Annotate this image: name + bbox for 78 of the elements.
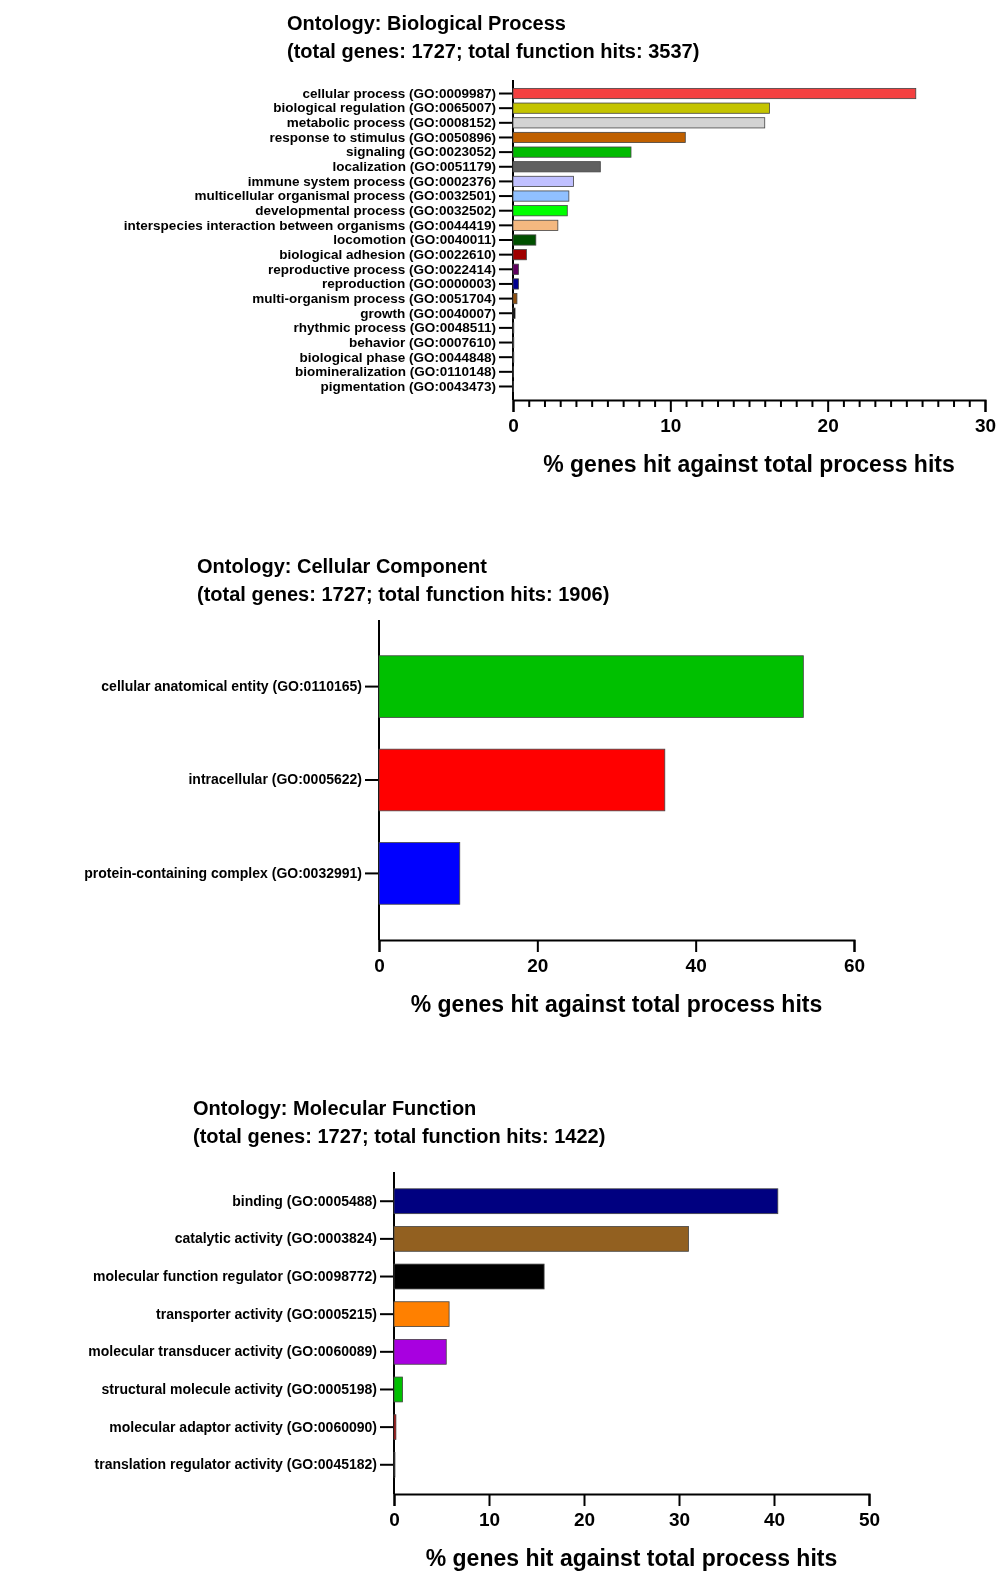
bar bbox=[512, 234, 537, 246]
bar bbox=[512, 278, 519, 290]
y-tick-label: molecular function regulator (GO:0098772) bbox=[93, 1268, 377, 1285]
y-tick-label: intracellular (GO:0005622) bbox=[188, 771, 362, 788]
bar bbox=[393, 1226, 689, 1252]
y-tick-label: interspecies interaction between organisms (GO:0044419) bbox=[123, 217, 496, 233]
y-tick-label: localization (GO:0051179) bbox=[332, 159, 496, 175]
bar bbox=[512, 175, 574, 187]
x-tick-label: 0 bbox=[508, 415, 519, 437]
y-tick-label: transporter activity (GO:0005215) bbox=[156, 1305, 377, 1322]
y-tick-label: biomineralization (GO:0110148) bbox=[294, 364, 496, 380]
y-tick-label: structural molecule activity (GO:0005198) bbox=[101, 1380, 377, 1397]
x-tick-label: 20 bbox=[527, 955, 549, 977]
bar bbox=[512, 102, 770, 114]
y-tick-label: cellular process (GO:0009987) bbox=[302, 85, 496, 101]
bar bbox=[393, 1376, 403, 1403]
x-axis-title: % genes hit against total process hits bbox=[410, 991, 823, 1017]
chart-title: Ontology: Cellular Component bbox=[197, 555, 488, 577]
y-tick-label: biological regulation (GO:0065007) bbox=[273, 100, 496, 116]
y-tick-label: protein-containing complex (GO:0032991) bbox=[84, 864, 362, 881]
chart-title: Ontology: Biological Process bbox=[287, 12, 566, 34]
y-tick-label: pigmentation (GO:0043473) bbox=[320, 378, 496, 394]
y-tick-label: multi-organism process (GO:0051704) bbox=[252, 290, 496, 306]
y-tick-label: behavior (GO:0007610) bbox=[348, 334, 496, 350]
x-tick-label: 60 bbox=[843, 955, 866, 977]
y-tick-label: multicellular organismal process (GO:0032501) bbox=[194, 188, 496, 204]
bar bbox=[378, 655, 804, 718]
y-tick-label: biological adhesion (GO:0022610) bbox=[279, 246, 496, 262]
x-tick-label: 50 bbox=[858, 1509, 881, 1531]
y-tick-label: catalytic activity (GO:0003824) bbox=[174, 1230, 377, 1247]
x-axis-title: % genes hit against total process hits bbox=[543, 451, 955, 477]
bar bbox=[512, 263, 519, 275]
y-tick-label: molecular adaptor activity (GO:0060090) bbox=[109, 1418, 377, 1435]
y-tick-label: molecular transducer activity (GO:0060089) bbox=[88, 1343, 377, 1360]
bar bbox=[512, 146, 632, 158]
y-tick-label: translation regulator activity (GO:0045182) bbox=[94, 1456, 377, 1473]
bar bbox=[512, 117, 766, 129]
bar bbox=[512, 190, 570, 202]
x-tick-label: 30 bbox=[974, 415, 997, 437]
y-tick-label: metabolic process (GO:0008152) bbox=[286, 115, 496, 131]
y-tick-label: immune system process (GO:0002376) bbox=[247, 173, 496, 189]
x-tick-label: 20 bbox=[817, 415, 839, 437]
bar bbox=[512, 219, 559, 231]
bar bbox=[512, 131, 686, 143]
bar bbox=[512, 249, 527, 261]
bar bbox=[512, 205, 568, 217]
x-tick-label: 0 bbox=[389, 1509, 400, 1531]
chart-subtitle: (total genes: 1727; total function hits: 3537) bbox=[287, 40, 700, 62]
x-tick-label: 40 bbox=[685, 955, 707, 977]
x-tick-label: 30 bbox=[668, 1509, 691, 1531]
bar bbox=[512, 87, 917, 100]
x-tick-label: 10 bbox=[478, 1509, 501, 1531]
y-tick-label: locomotion (GO:0040011) bbox=[333, 232, 496, 248]
y-tick-label: signaling (GO:0023052) bbox=[345, 144, 496, 160]
y-tick-label: reproductive process (GO:0022414) bbox=[267, 261, 496, 277]
x-tick-label: 10 bbox=[660, 415, 682, 437]
y-tick-label: growth (GO:0040007) bbox=[360, 305, 496, 321]
y-tick-label: developmental process (GO:0032502) bbox=[255, 203, 496, 219]
chart-subtitle: (total genes: 1727; total function hits: 1422) bbox=[193, 1125, 606, 1147]
y-tick-label: binding (GO:0005488) bbox=[232, 1192, 377, 1209]
y-tick-label: rhythmic process (GO:0048511) bbox=[293, 320, 496, 336]
bar bbox=[378, 842, 461, 905]
bar bbox=[393, 1339, 447, 1365]
x-axis-title: % genes hit against total process hits bbox=[425, 1545, 838, 1571]
chart-title: Ontology: Molecular Function bbox=[193, 1097, 477, 1119]
x-tick-label: 40 bbox=[763, 1509, 786, 1531]
bar bbox=[512, 293, 518, 305]
y-tick-label: response to stimulus (GO:0050896) bbox=[269, 129, 496, 145]
y-tick-label: biological phase (GO:0044848) bbox=[299, 349, 496, 365]
x-tick-label: 0 bbox=[374, 955, 385, 977]
y-tick-label: cellular anatomical entity (GO:0110165) bbox=[101, 678, 362, 695]
bar bbox=[512, 161, 601, 173]
bar bbox=[393, 1188, 779, 1215]
chart-subtitle: (total genes: 1727; total function hits: 1906) bbox=[197, 583, 610, 605]
bar bbox=[378, 748, 666, 812]
bar bbox=[393, 1301, 450, 1327]
x-tick-label: 20 bbox=[573, 1509, 596, 1531]
y-tick-label: reproduction (GO:0000003) bbox=[321, 276, 496, 292]
